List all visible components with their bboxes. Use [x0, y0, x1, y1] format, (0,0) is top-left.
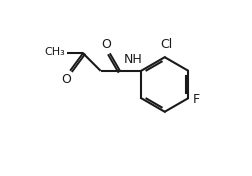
- Text: O: O: [61, 73, 71, 86]
- Text: NH: NH: [124, 53, 143, 65]
- Text: O: O: [101, 39, 111, 51]
- Text: CH₃: CH₃: [45, 47, 66, 57]
- Text: Cl: Cl: [160, 38, 173, 51]
- Text: F: F: [193, 93, 200, 106]
